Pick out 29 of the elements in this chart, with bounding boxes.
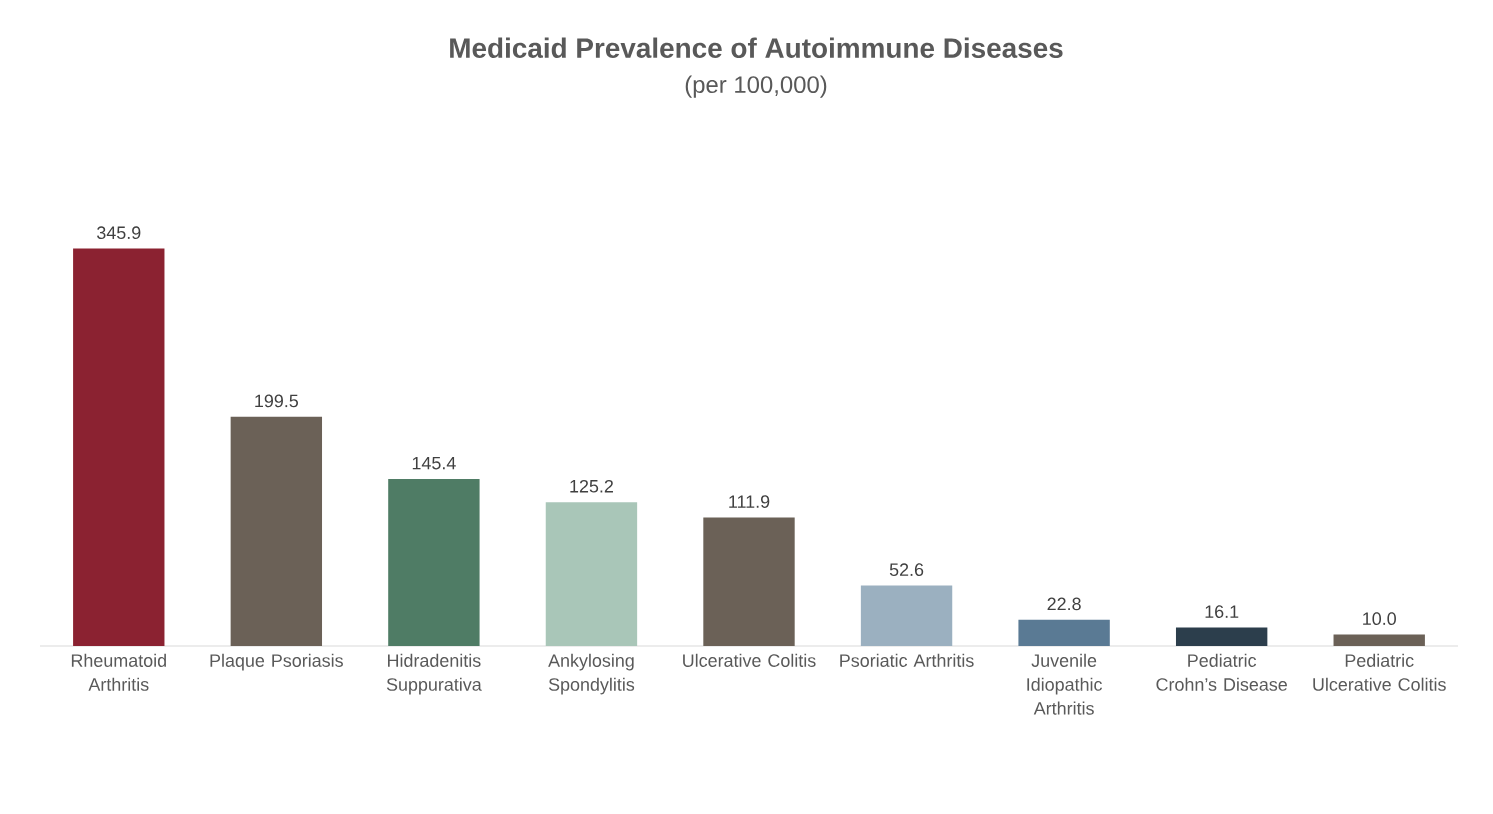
bar	[545, 502, 638, 646]
x-tick-label: Psoriatic Arthritis	[840, 653, 974, 667]
data-label: 111.9	[729, 495, 770, 508]
bar	[1333, 634, 1425, 646]
chart-title: Medicaid Prevalence of Autoimmune Diseases	[450, 37, 1063, 58]
data-label: 145.4	[412, 456, 456, 470]
bar	[860, 585, 953, 646]
x-tick-label: Ulcerative Colitis	[683, 653, 816, 667]
data-label: 345.9	[97, 226, 141, 240]
x-tick-label: Ankylosing Spondylitis	[548, 653, 635, 695]
x-tick-label: Plaque Psoriasis	[210, 653, 343, 671]
x-tick-label: Juvenile Idiopathic Arthritis	[1027, 653, 1103, 715]
x-tick-label: Hidradenitis Suppurativa	[386, 653, 482, 695]
bar	[230, 416, 323, 646]
bar	[703, 517, 795, 646]
bar	[1018, 619, 1110, 646]
bar	[73, 248, 165, 646]
x-tick-label: Rheumatoid Arthritis	[71, 653, 166, 691]
x-tick-label: Pediatric Ulcerative Colitis	[1313, 653, 1446, 691]
data-label: 22.8	[1047, 597, 1081, 611]
data-label: 16.1	[1205, 605, 1239, 618]
data-label: 199.5	[255, 394, 299, 408]
bar	[388, 478, 480, 646]
bar	[1175, 627, 1268, 646]
chart-subtitle: (per 100,000)	[685, 75, 827, 98]
x-tick-label: Pediatric Crohn’s Disease	[1156, 653, 1287, 691]
data-label: 125.2	[570, 479, 613, 493]
data-label: 10.0	[1363, 612, 1396, 625]
data-label: 52.6	[889, 563, 924, 577]
